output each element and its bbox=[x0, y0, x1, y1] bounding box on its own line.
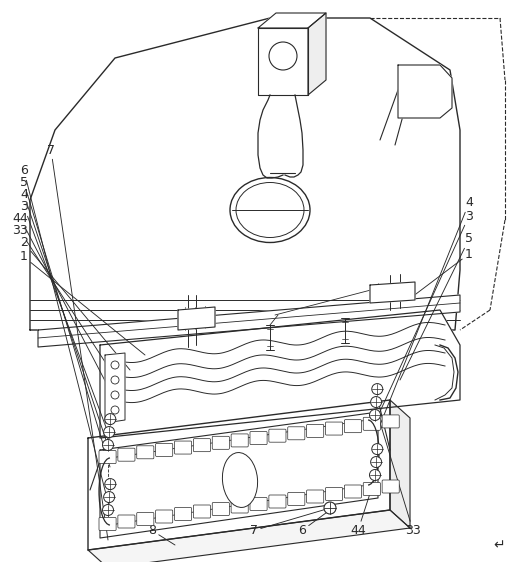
Text: 5: 5 bbox=[20, 176, 110, 467]
Polygon shape bbox=[105, 353, 125, 423]
Text: 1: 1 bbox=[408, 247, 473, 300]
FancyBboxPatch shape bbox=[118, 448, 135, 461]
Text: ↵: ↵ bbox=[493, 538, 505, 552]
Circle shape bbox=[104, 492, 115, 502]
FancyBboxPatch shape bbox=[99, 518, 116, 531]
Circle shape bbox=[104, 427, 115, 438]
Circle shape bbox=[111, 406, 119, 414]
FancyBboxPatch shape bbox=[325, 487, 342, 501]
FancyBboxPatch shape bbox=[231, 434, 248, 447]
FancyBboxPatch shape bbox=[212, 502, 229, 515]
Text: 7: 7 bbox=[250, 508, 330, 537]
FancyBboxPatch shape bbox=[269, 429, 286, 442]
FancyBboxPatch shape bbox=[306, 424, 324, 437]
Text: 5: 5 bbox=[400, 233, 473, 380]
Text: 2: 2 bbox=[20, 237, 130, 370]
FancyBboxPatch shape bbox=[231, 500, 248, 513]
Circle shape bbox=[111, 376, 119, 384]
Text: 33: 33 bbox=[378, 416, 421, 537]
Polygon shape bbox=[30, 18, 460, 330]
Polygon shape bbox=[100, 310, 460, 438]
FancyBboxPatch shape bbox=[212, 436, 229, 449]
FancyBboxPatch shape bbox=[382, 480, 399, 493]
Ellipse shape bbox=[236, 183, 304, 238]
Text: 44: 44 bbox=[12, 211, 115, 400]
Circle shape bbox=[102, 505, 113, 515]
FancyBboxPatch shape bbox=[193, 505, 211, 518]
Circle shape bbox=[324, 502, 336, 514]
Circle shape bbox=[369, 469, 381, 481]
Circle shape bbox=[105, 479, 116, 490]
Circle shape bbox=[371, 456, 382, 468]
FancyBboxPatch shape bbox=[137, 513, 154, 525]
FancyBboxPatch shape bbox=[382, 415, 399, 428]
Text: 4: 4 bbox=[20, 188, 110, 452]
Polygon shape bbox=[308, 13, 326, 95]
Polygon shape bbox=[38, 295, 460, 347]
FancyBboxPatch shape bbox=[288, 492, 305, 505]
Circle shape bbox=[371, 397, 382, 407]
FancyBboxPatch shape bbox=[156, 510, 173, 523]
Text: 1: 1 bbox=[20, 251, 145, 355]
FancyBboxPatch shape bbox=[137, 446, 154, 459]
Circle shape bbox=[102, 439, 113, 451]
FancyBboxPatch shape bbox=[345, 485, 362, 498]
FancyBboxPatch shape bbox=[269, 495, 286, 508]
FancyBboxPatch shape bbox=[288, 427, 305, 440]
Polygon shape bbox=[258, 13, 326, 28]
FancyBboxPatch shape bbox=[250, 432, 267, 445]
Polygon shape bbox=[88, 400, 390, 550]
FancyBboxPatch shape bbox=[156, 443, 173, 456]
Polygon shape bbox=[88, 510, 410, 562]
FancyBboxPatch shape bbox=[193, 439, 211, 452]
Polygon shape bbox=[258, 28, 308, 95]
FancyBboxPatch shape bbox=[175, 507, 192, 520]
Polygon shape bbox=[390, 400, 410, 528]
Text: 33: 33 bbox=[12, 224, 120, 385]
Circle shape bbox=[111, 361, 119, 369]
FancyBboxPatch shape bbox=[306, 490, 324, 503]
Ellipse shape bbox=[222, 452, 258, 507]
FancyBboxPatch shape bbox=[118, 515, 135, 528]
FancyBboxPatch shape bbox=[250, 497, 267, 510]
Circle shape bbox=[372, 384, 383, 395]
FancyBboxPatch shape bbox=[99, 451, 116, 464]
Circle shape bbox=[369, 410, 381, 420]
FancyBboxPatch shape bbox=[345, 420, 362, 433]
Ellipse shape bbox=[230, 178, 310, 242]
Text: 4: 4 bbox=[378, 197, 473, 430]
Polygon shape bbox=[370, 282, 415, 303]
Text: 3: 3 bbox=[378, 210, 473, 416]
FancyBboxPatch shape bbox=[325, 422, 342, 435]
Circle shape bbox=[372, 443, 383, 455]
Polygon shape bbox=[398, 65, 452, 118]
Text: 6: 6 bbox=[298, 510, 330, 537]
Text: 8: 8 bbox=[148, 524, 175, 545]
Text: 7: 7 bbox=[47, 143, 108, 540]
FancyBboxPatch shape bbox=[363, 418, 381, 430]
FancyBboxPatch shape bbox=[175, 441, 192, 454]
Ellipse shape bbox=[269, 42, 297, 70]
Text: 3: 3 bbox=[20, 201, 110, 438]
FancyBboxPatch shape bbox=[363, 483, 381, 496]
Text: 6: 6 bbox=[20, 165, 110, 510]
Circle shape bbox=[111, 391, 119, 399]
Circle shape bbox=[105, 414, 116, 425]
Polygon shape bbox=[178, 307, 215, 330]
Text: 44: 44 bbox=[350, 478, 375, 537]
